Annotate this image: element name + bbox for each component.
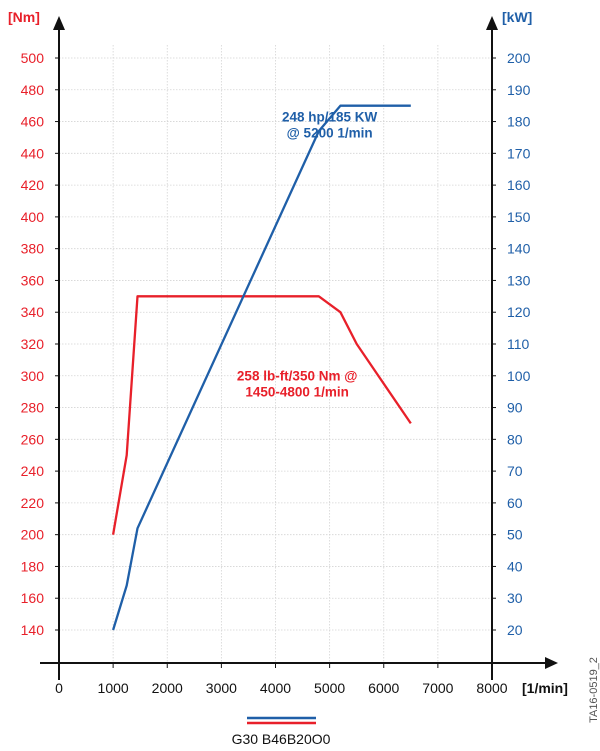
right-tick-label: 70 <box>507 463 523 479</box>
left-tick-label: 500 <box>21 50 45 66</box>
left-tick-label: 260 <box>21 431 45 447</box>
x-axis-ticks: 0 1000 2000 3000 4000 5000 6000 7000 8000 <box>55 663 508 696</box>
right-tick-label: 80 <box>507 431 523 447</box>
left-axis-unit-label: [Nm] <box>8 9 40 25</box>
left-tick-label: 160 <box>21 590 45 606</box>
x-tick-label: 3000 <box>206 680 237 696</box>
right-tick-label: 90 <box>507 400 523 416</box>
right-tick-label: 110 <box>507 336 530 352</box>
x-axis-unit-label: [1/min] <box>522 680 568 696</box>
left-tick-label: 140 <box>21 622 45 638</box>
left-tick-label: 420 <box>21 177 45 193</box>
legend-label: G30 B46B20O0 <box>232 731 331 747</box>
x-tick-label: 0 <box>55 680 63 696</box>
y-left-axis-arrow-icon <box>53 16 65 30</box>
x-tick-label: 1000 <box>98 680 129 696</box>
left-tick-label: 480 <box>21 82 45 98</box>
left-tick-label: 180 <box>21 558 45 574</box>
right-tick-label: 170 <box>507 145 531 161</box>
right-tick-label: 130 <box>507 272 531 288</box>
right-tick-label: 190 <box>507 82 531 98</box>
left-tick-label: 300 <box>21 368 45 384</box>
x-tick-label: 8000 <box>476 680 507 696</box>
right-tick-label: 160 <box>507 177 531 193</box>
right-tick-label: 100 <box>507 368 531 384</box>
annotation-text: 258 lb-ft/350 Nm @ <box>237 369 357 384</box>
annotation-text: 248 hp/185 KW <box>282 110 378 125</box>
x-tick-label: 2000 <box>152 680 183 696</box>
torque-series-line <box>111 295 412 535</box>
right-tick-label: 150 <box>507 209 531 225</box>
right-tick-label: 20 <box>507 622 523 638</box>
x-tick-label: 7000 <box>422 680 453 696</box>
right-tick-label: 30 <box>507 590 523 606</box>
annotation-text: @ 5200 1/min <box>287 126 373 141</box>
legend: G30 B46B20O0 <box>232 716 331 747</box>
axes <box>40 16 558 680</box>
right-tick-label: 120 <box>507 304 531 320</box>
right-tick-label: 60 <box>507 495 523 511</box>
right-axis-ticks: 20 30 40 50 60 70 80 90 100 110 120 130 140 150 160 170… <box>492 50 531 638</box>
right-tick-label: 200 <box>507 50 531 66</box>
left-axis-ticks: 140 160 180 200 220 240 260 280 300 320 340 360 380 4… <box>21 50 59 638</box>
figure-id: TA16-0519_2 <box>588 657 600 723</box>
x-tick-label: 6000 <box>368 680 399 696</box>
annotations: 248 hp/185 KW@ 5200 1/min 258 lb-ft/350 N… <box>237 110 378 400</box>
left-tick-label: 340 <box>21 304 45 320</box>
annotation-text: 1450-4800 1/min <box>245 385 349 400</box>
left-tick-label: 460 <box>21 114 45 130</box>
left-tick-label: 380 <box>21 241 45 257</box>
left-tick-label: 220 <box>21 495 45 511</box>
right-tick-label: 50 <box>507 527 523 543</box>
right-axis-unit-label: [kW] <box>502 9 532 25</box>
x-axis-arrow-icon <box>545 657 558 669</box>
y-right-axis-arrow-icon <box>486 16 498 30</box>
left-tick-label: 360 <box>21 272 45 288</box>
left-tick-label: 280 <box>21 400 45 416</box>
gridlines <box>59 45 492 663</box>
left-tick-label: 320 <box>21 336 45 352</box>
left-tick-label: 400 <box>21 209 45 225</box>
left-tick-label: 200 <box>21 527 45 543</box>
right-tick-label: 180 <box>507 114 531 130</box>
right-tick-label: 140 <box>507 241 531 257</box>
data-series <box>111 104 412 631</box>
right-tick-label: 40 <box>507 558 523 574</box>
x-tick-label: 4000 <box>260 680 291 696</box>
power-series-line <box>112 104 411 631</box>
x-tick-label: 5000 <box>314 680 345 696</box>
left-tick-label: 240 <box>21 463 45 479</box>
left-tick-label: 440 <box>21 145 45 161</box>
